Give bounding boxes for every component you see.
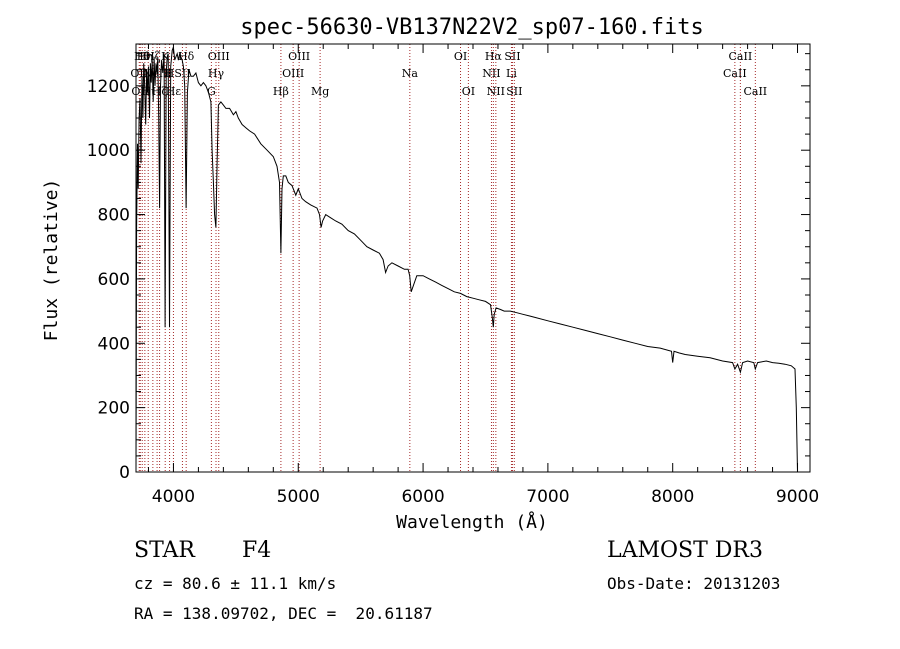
y-tick-label: 400 bbox=[98, 334, 130, 354]
line-label-20: Na bbox=[402, 67, 419, 80]
y-tick-label: 600 bbox=[98, 270, 130, 290]
line-label-21: OI bbox=[454, 50, 467, 63]
object-class: STAR bbox=[134, 538, 195, 563]
redshift-velocity: cz = 80.6 ± 11.1 km/s bbox=[134, 574, 337, 593]
line-label-10: Hε bbox=[166, 85, 182, 98]
line-label-27: SII bbox=[504, 50, 520, 63]
line-label-31: CaII bbox=[743, 85, 767, 98]
y-tick-label: 1200 bbox=[87, 77, 130, 97]
line-label-8: K bbox=[161, 50, 170, 63]
line-label-15: OIII bbox=[208, 50, 230, 63]
y-tick-label: 0 bbox=[119, 463, 130, 483]
line-label-29: CaII bbox=[723, 67, 747, 80]
line-label-23: NII bbox=[482, 67, 500, 80]
line-label-19: Mg bbox=[311, 85, 329, 98]
x-tick-label: 7000 bbox=[526, 487, 569, 507]
x-tick-label: 4000 bbox=[152, 487, 195, 507]
line-label-13: G bbox=[207, 85, 216, 98]
chart-title: spec-56630-VB137N22V2_sp07-160.fits bbox=[240, 15, 704, 40]
x-tick-label: 6000 bbox=[401, 487, 444, 507]
object-subclass: F4 bbox=[242, 538, 272, 563]
line-label-16: Hβ bbox=[273, 85, 289, 98]
line-label-18: OIII bbox=[288, 50, 310, 63]
line-label-14: Hγ bbox=[208, 67, 225, 80]
line-label-30: CaII bbox=[729, 50, 753, 63]
spectrum-line bbox=[135, 47, 798, 473]
x-tick-label: 9000 bbox=[776, 487, 819, 507]
line-label-7: Hζ bbox=[152, 85, 168, 98]
survey-name: LAMOST DR3 bbox=[607, 538, 763, 563]
y-tick-label: 800 bbox=[98, 206, 130, 226]
line-label-11: SII bbox=[174, 67, 190, 80]
line-label-9: H bbox=[165, 67, 175, 80]
line-label-24: Hα bbox=[485, 50, 503, 63]
x-tick-label: 5000 bbox=[277, 487, 320, 507]
line-label-17: OIII bbox=[282, 67, 304, 80]
y-tick-label: 200 bbox=[98, 399, 130, 419]
sky-coordinates: RA = 138.09702, DEC = 20.61187 bbox=[134, 604, 433, 623]
line-label-22: OI bbox=[462, 85, 475, 98]
plot-frame bbox=[135, 43, 811, 473]
x-axis: 4000 5000 6000 7000 8000 9000 bbox=[147, 44, 819, 507]
y-tick-label: 1000 bbox=[87, 141, 130, 161]
y-axis: 0 200 400 600 800 1000 1200 bbox=[87, 53, 810, 483]
x-tick-label: 8000 bbox=[651, 487, 694, 507]
y-axis-label: Flux (relative) bbox=[41, 179, 62, 342]
line-label-28: SII bbox=[506, 85, 522, 98]
line-label-25: NII bbox=[487, 85, 505, 98]
x-axis-label: Wavelength (Å) bbox=[396, 511, 548, 533]
observation-date: Obs-Date: 20131203 bbox=[607, 574, 781, 593]
line-label-26: Li bbox=[506, 67, 517, 80]
